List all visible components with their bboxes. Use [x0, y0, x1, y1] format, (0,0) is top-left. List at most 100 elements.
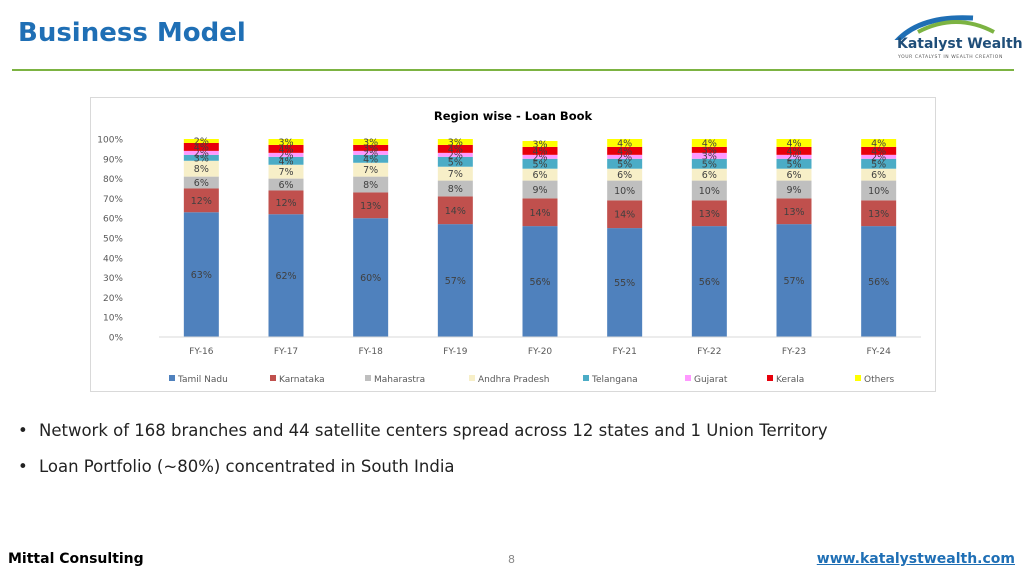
data-label: 2%: [278, 150, 293, 161]
bar-segment: [607, 168, 643, 181]
data-label: 4%: [448, 144, 463, 155]
bar-segment: [353, 154, 389, 163]
data-label: 7%: [448, 169, 463, 180]
data-label: 7%: [278, 167, 293, 178]
x-tick-label: FY-24: [867, 347, 892, 357]
data-label: 56%: [868, 277, 889, 288]
data-label: 4%: [702, 138, 717, 149]
data-label: 2%: [194, 136, 209, 147]
data-label: 8%: [448, 184, 463, 195]
legend-label: Andhra Pradesh: [478, 375, 549, 385]
bar-segment: [861, 168, 897, 181]
data-label: 13%: [699, 209, 720, 220]
bar-segment: [353, 218, 389, 337]
x-tick-label: FY-16: [189, 347, 214, 357]
bar-segment: [353, 176, 389, 193]
y-tick-label: 80%: [103, 175, 123, 185]
data-label: 12%: [275, 198, 296, 209]
data-label: 4%: [194, 142, 209, 153]
bar-segment: [353, 139, 389, 145]
title-divider: [12, 69, 1014, 71]
page-number: 8: [508, 553, 515, 566]
data-label: 63%: [191, 270, 212, 281]
bar-segment: [522, 198, 558, 227]
data-label: 2%: [871, 152, 886, 163]
data-label: 4%: [363, 154, 378, 165]
bar-segment: [522, 180, 558, 199]
data-label: 10%: [699, 186, 720, 197]
data-label: 6%: [871, 170, 886, 181]
data-label: 14%: [445, 206, 466, 217]
bullet-item: • Network of 168 branches and 44 satellit…: [18, 421, 828, 457]
legend-swatch: [767, 375, 773, 381]
bar-segment: [183, 142, 219, 151]
bullet-item: • Loan Portfolio (~80%) concentrated in S…: [18, 457, 828, 493]
bar-segment: [268, 178, 304, 191]
bar-segment: [268, 214, 304, 337]
loan-book-chart-panel: Region wise - Loan Book 0% 10% 20% 30% 40% 50%…: [90, 97, 936, 392]
bar-segment: [353, 144, 389, 151]
x-tick-label: FY-21: [613, 347, 637, 357]
data-label: 3%: [194, 153, 209, 164]
bar-segment: [268, 144, 304, 153]
bar-segment: [268, 190, 304, 215]
loan-book-stacked-bar-chart: Region wise - Loan Book 0% 10% 20% 30% 40% 50%…: [97, 109, 921, 385]
y-tick-label: 70%: [103, 195, 123, 205]
bar-segment: [776, 154, 812, 159]
logo-swoosh-icon: [894, 15, 995, 40]
data-label: 7%: [363, 165, 378, 176]
x-tick-label: FY-20: [528, 347, 553, 357]
legend-swatch: [583, 375, 589, 381]
bar-segment: [437, 224, 473, 337]
x-tick-label: FY-23: [782, 347, 806, 357]
data-label: 3%: [702, 145, 717, 156]
legend-label: Maharastra: [374, 375, 425, 385]
bar-segment: [691, 226, 727, 337]
logo-tagline: YOUR CATALYST IN WEALTH CREATION: [898, 55, 1003, 60]
data-label: 6%: [786, 170, 801, 181]
data-label: 4%: [786, 146, 801, 157]
legend-swatch: [169, 375, 175, 381]
bar-segment: [437, 152, 473, 157]
bar-segment: [437, 156, 473, 167]
bar-segment: [607, 146, 643, 155]
data-label: 9%: [786, 185, 801, 196]
x-tick-label: FY-22: [697, 347, 721, 357]
bar-segment: [607, 180, 643, 201]
data-label: 2%: [532, 152, 547, 163]
y-tick-label: 40%: [103, 254, 123, 264]
data-label: 6%: [702, 170, 717, 181]
data-label: 4%: [532, 146, 547, 157]
data-label: 13%: [868, 209, 889, 220]
footer-company: Mittal Consulting: [8, 551, 144, 567]
data-label: 2%: [194, 148, 209, 159]
x-tick-label: FY-18: [359, 347, 384, 357]
data-label: 2%: [786, 152, 801, 163]
y-tick-label: 100%: [97, 136, 123, 146]
legend-swatch: [469, 375, 475, 381]
data-label: 8%: [363, 180, 378, 191]
bar-segment: [776, 198, 812, 225]
y-tick-label: 0%: [109, 334, 124, 344]
legend-label: Gujarat: [694, 375, 728, 385]
bar-segment: [607, 158, 643, 169]
bullet-list: • Network of 168 branches and 44 satellit…: [18, 421, 828, 493]
bar-segment: [522, 158, 558, 169]
data-label: 14%: [529, 208, 550, 219]
data-label: 5%: [532, 159, 547, 170]
website-link[interactable]: www.katalystwealth.com: [816, 551, 1015, 567]
chart-title: Region wise - Loan Book: [434, 109, 593, 123]
data-label: 5%: [617, 159, 632, 170]
data-label: 4%: [617, 146, 632, 157]
katalyst-wealth-logo: Katalyst Wealth YOUR CATALYST IN WEALTH …: [878, 10, 1023, 66]
bar-segment: [522, 140, 558, 147]
data-label: 62%: [275, 271, 296, 282]
bar-segment: [183, 212, 219, 337]
bar-segment: [437, 144, 473, 153]
data-label: 5%: [786, 159, 801, 170]
bar-segment: [861, 139, 897, 147]
bar-segment: [437, 180, 473, 197]
bar-segment: [183, 188, 219, 213]
bar-segment: [522, 154, 558, 159]
data-label: 2%: [363, 148, 378, 159]
